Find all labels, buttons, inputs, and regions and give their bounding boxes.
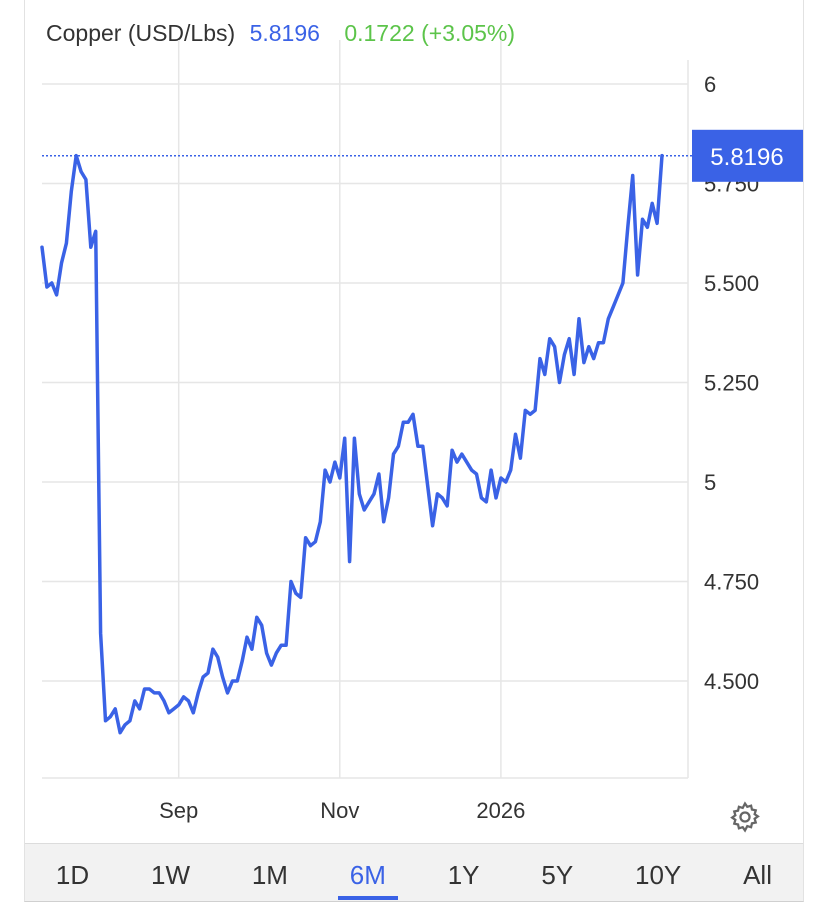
instrument-change: 0.1722 (+3.05%) (344, 20, 516, 46)
y-tick-label: 4.500 (704, 669, 759, 694)
y-tick-label: 6 (704, 72, 716, 97)
tab-all[interactable]: All (743, 859, 772, 890)
tab-10y[interactable]: 10Y (635, 859, 682, 890)
x-tick-label: Sep (159, 798, 198, 823)
x-axis: Sep Nov 2026 (159, 798, 525, 823)
chart-frame (24, 0, 804, 902)
y-tick-label: 5.250 (704, 371, 759, 396)
series-line-copper[interactable] (40, 153, 664, 735)
current-price-tag: 5.8196 (692, 129, 803, 182)
instrument-price: 5.8196 (249, 20, 320, 46)
x-tick-label: 2026 (476, 798, 525, 823)
y-tick-label: 5.500 (704, 271, 759, 296)
chart-header: Copper (USD/Lbs) 5.8196 0.1722 (+3.05%) (46, 20, 515, 47)
current-price-tag-bg (692, 129, 803, 182)
x-tick-label: Nov (320, 798, 359, 823)
grid (42, 40, 689, 779)
instrument-name: Copper (USD/Lbs) (46, 20, 236, 46)
range-tabs: 1D 1W 1M 6M 1Y 5Y 10Y All (25, 843, 803, 901)
tab-1y[interactable]: 1Y (447, 859, 480, 890)
tab-1d[interactable]: 1D (55, 859, 90, 890)
y-tick-label: 4.750 (704, 570, 759, 595)
gear-icon[interactable] (728, 800, 762, 834)
y-tick-label: 5 (704, 470, 716, 495)
tab-5y[interactable]: 5Y (541, 859, 574, 890)
tab-6m[interactable]: 6M (337, 844, 399, 902)
tab-1w[interactable]: 1W (150, 859, 190, 890)
current-price-tag-label: 5.8196 (710, 144, 783, 171)
tab-1m[interactable]: 1M (251, 859, 288, 890)
